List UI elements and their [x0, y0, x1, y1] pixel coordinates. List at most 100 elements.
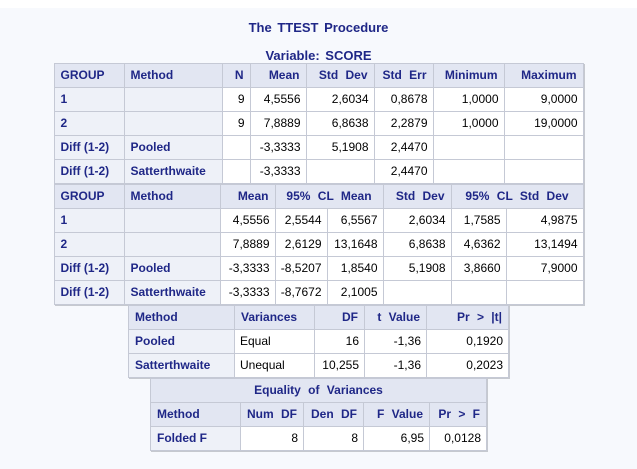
data-cell: 9: [221, 87, 251, 112]
column-header: GROUP: [53, 63, 125, 88]
data-cell: 4,9875: [505, 208, 584, 233]
row-header-cell: Pooled: [123, 256, 221, 281]
column-header: Std Err: [373, 63, 434, 88]
report-page: The TTEST Procedure Variable: SCORE GROU…: [0, 8, 637, 469]
data-cell: 8: [240, 426, 304, 451]
data-cell: 1,7585: [450, 208, 507, 233]
data-cell: [221, 159, 251, 184]
row-header-cell: [123, 208, 221, 233]
data-cell: [432, 135, 505, 160]
data-cell: [221, 135, 251, 160]
data-cell: 16: [314, 329, 365, 354]
data-cell: 2,4470: [373, 159, 434, 184]
row-header-cell: Diff (1-2): [53, 280, 125, 305]
data-cell: 2,6034: [382, 208, 452, 233]
data-cell: 2,6034: [305, 87, 375, 112]
table-title: Equality of Variances: [150, 378, 487, 403]
data-cell: 0,2023: [426, 353, 509, 378]
column-header: Mean: [219, 184, 276, 209]
column-header: Variances: [234, 305, 315, 330]
column-header: Mean: [249, 63, 307, 88]
data-cell: 1,0000: [432, 87, 505, 112]
row-header-cell: 2: [53, 232, 125, 257]
column-header: Method: [128, 305, 235, 330]
column-header: t Value: [364, 305, 427, 330]
data-cell: 1,0000: [432, 111, 505, 136]
confidence-limits-table: GROUP Method Mean 95% CL Mean Std Dev 95% CL …: [53, 184, 584, 305]
column-header: Den DF: [303, 402, 364, 427]
data-cell: 6,8638: [305, 111, 375, 136]
column-header: 95% CL Mean: [274, 184, 384, 209]
row-header-cell: 1: [53, 87, 125, 112]
data-cell: 5,1908: [305, 135, 375, 160]
data-cell: 10,255: [314, 353, 365, 378]
row-header-cell: [123, 111, 223, 136]
column-header: F Value: [363, 402, 430, 427]
table-row: 1 9 4,5556 2,6034 0,8678 1,0000 9,0000: [53, 87, 584, 112]
table-row: Satterthwaite Unequal 10,255 -1,36 0,2023: [128, 353, 509, 378]
data-cell: [432, 159, 505, 184]
data-cell: 6,8638: [382, 232, 452, 257]
data-cell: 5,1908: [382, 256, 452, 281]
data-cell: Equal: [234, 329, 315, 354]
row-header-cell: Diff (1-2): [53, 159, 125, 184]
data-cell: 0,0128: [429, 426, 487, 451]
column-header: Method: [123, 63, 223, 88]
data-cell: -3,3333: [219, 280, 276, 305]
data-cell: [305, 159, 375, 184]
data-cell: Unequal: [234, 353, 315, 378]
column-header: Maximum: [503, 63, 584, 88]
row-header-cell: 2: [53, 111, 125, 136]
data-cell: 6,95: [363, 426, 430, 451]
row-header-cell: Diff (1-2): [53, 256, 125, 281]
table-row: Folded F 8 8 6,95 0,0128: [150, 426, 487, 451]
data-cell: -8,7672: [274, 280, 328, 305]
data-cell: 4,5556: [249, 87, 307, 112]
table-row: Diff (1-2) Satterthwaite -3,3333 2,4470: [53, 159, 584, 184]
data-cell: [505, 280, 584, 305]
data-cell: 8: [303, 426, 364, 451]
table-row: Diff (1-2) Pooled -3,3333 5,1908 2,4470: [53, 135, 584, 160]
table-row: 1 4,5556 2,5544 6,5567 2,6034 1,7585 4,9875: [53, 208, 584, 233]
row-header-cell: Satterthwaite: [128, 353, 235, 378]
column-header: Pr > F: [429, 402, 487, 427]
data-cell: [450, 280, 507, 305]
data-cell: 13,1648: [326, 232, 384, 257]
data-cell: [503, 135, 584, 160]
data-cell: 4,5556: [219, 208, 276, 233]
column-header: N: [221, 63, 251, 88]
data-cell: 4,6362: [450, 232, 507, 257]
t-tests-table: Method Variances DF t Value Pr > |t| Pooled Eq…: [128, 305, 509, 378]
variable-subtitle: Variable: SCORE: [265, 48, 372, 63]
data-cell: 9: [221, 111, 251, 136]
row-header-cell: Pooled: [128, 329, 235, 354]
column-header: Minimum: [432, 63, 505, 88]
data-cell: -1,36: [364, 329, 427, 354]
column-header: Num DF: [240, 402, 304, 427]
data-cell: 2,4470: [373, 135, 434, 160]
data-cell: -8,5207: [274, 256, 328, 281]
data-cell: 7,8889: [219, 232, 276, 257]
row-header-cell: [123, 232, 221, 257]
row-header-cell: Folded F: [150, 426, 241, 451]
table-row: Pooled Equal 16 -1,36 0,1920: [128, 329, 509, 354]
table-row: 2 7,8889 2,6129 13,1648 6,8638 4,6362 13,1494: [53, 232, 584, 257]
column-header: Std Dev: [382, 184, 452, 209]
equality-of-variances-table: Equality of Variances Method Num DF Den DF F…: [150, 378, 487, 451]
procedure-title: The TTEST Procedure: [248, 20, 389, 35]
data-cell: 2,5544: [274, 208, 328, 233]
row-header-cell: Satterthwaite: [123, 159, 223, 184]
statistics-table: GROUP Method N Mean Std Dev Std Err Minimum Max…: [53, 63, 584, 184]
column-header: GROUP: [53, 184, 125, 209]
data-cell: 0,8678: [373, 87, 434, 112]
column-header: Std Dev: [305, 63, 375, 88]
data-cell: 13,1494: [505, 232, 584, 257]
column-header: Pr > |t|: [426, 305, 509, 330]
data-cell: 7,9000: [505, 256, 584, 281]
data-cell: 19,0000: [503, 111, 584, 136]
table-row: 2 9 7,8889 6,8638 2,2879 1,0000 19,0000: [53, 111, 584, 136]
table-row: Diff (1-2) Pooled -3,3333 -8,5207 1,8540 5,19…: [53, 256, 584, 281]
data-cell: 9,0000: [503, 87, 584, 112]
data-cell: [382, 280, 452, 305]
row-header-cell: 1: [53, 208, 125, 233]
